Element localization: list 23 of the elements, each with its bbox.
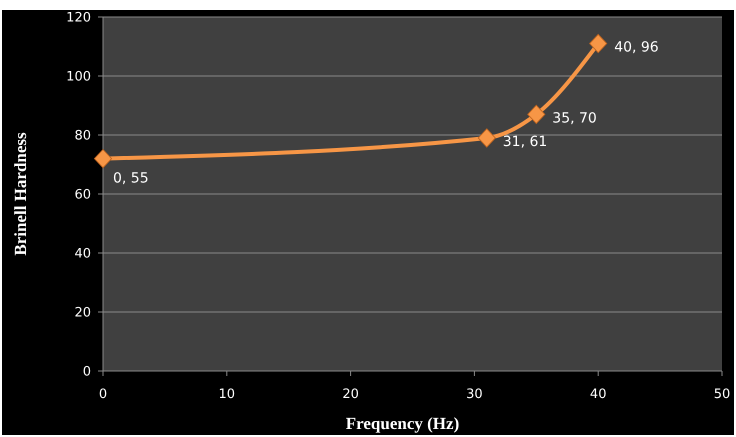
x-tick-label: 40 [590, 387, 606, 402]
y-tick-label: 80 [74, 128, 91, 144]
point [589, 34, 608, 54]
y-axis-title: Brinell Hardness [11, 132, 30, 256]
y-tick-label: 100 [66, 70, 91, 85]
x-tick-label: 30 [466, 387, 483, 402]
annotation: 31, 61 [502, 134, 548, 150]
point [478, 128, 496, 148]
annotation: 40, 96 [614, 40, 659, 56]
y-tick-label: 120 [66, 10, 91, 26]
x-tick-label: 50 [714, 387, 730, 402]
x-tick-label: 0 [98, 387, 108, 402]
x-tick-label: 10 [218, 387, 236, 402]
y-tick-label: 40 [74, 246, 91, 262]
annotation: 0, 55 [113, 170, 149, 187]
point [527, 104, 546, 124]
y-tick-label: 20 [74, 306, 91, 321]
point [94, 149, 112, 168]
x-axis-title: Frequency (Hz) [346, 414, 460, 433]
y-tick-label: 60 [74, 188, 91, 203]
x-tick-label: 20 [342, 387, 359, 402]
y-tick-label: 0 [82, 364, 91, 380]
annotation: 35, 70 [552, 110, 597, 126]
